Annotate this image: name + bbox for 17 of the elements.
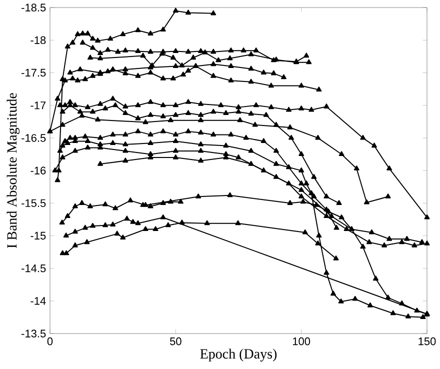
x-tick-label: 150 — [418, 338, 436, 346]
x-tick-label: 50 — [170, 338, 182, 346]
y-tick-label: -14.5 — [22, 264, 46, 272]
y-tick-label: -15.5 — [22, 200, 46, 208]
x-axis-title: Epoch (Days) — [200, 348, 277, 362]
y-tick-label: -17 — [30, 102, 46, 110]
y-tick-label: -13.5 — [22, 330, 46, 338]
y-tick-label: -18.5 — [22, 4, 46, 12]
x-tick-label: 100 — [292, 338, 310, 346]
y-tick-label: -15 — [30, 232, 46, 240]
y-tick-label: -14 — [30, 297, 46, 305]
y-axis-title: I Band Absolute Magnitude — [6, 93, 20, 248]
y-tick-label: -17.5 — [22, 69, 46, 77]
y-tick-label: -16 — [30, 166, 46, 175]
y-tick-label: -16.5 — [22, 134, 46, 142]
y-tick-label: -18 — [30, 36, 46, 44]
x-tick-label: 0 — [47, 338, 53, 346]
